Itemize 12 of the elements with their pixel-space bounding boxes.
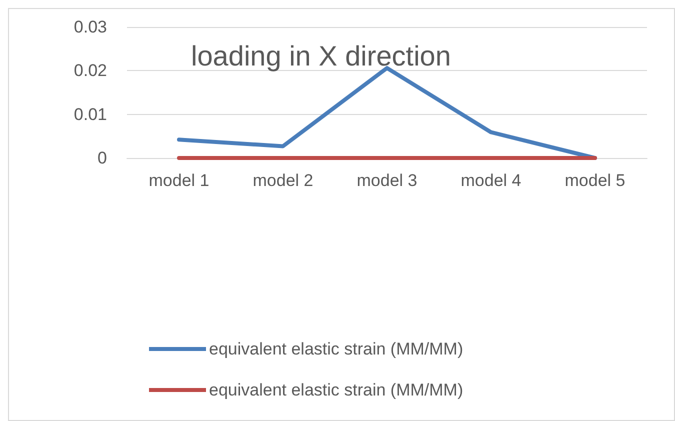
legend-label: equivalent elastic strain (MM/MM)	[209, 380, 464, 400]
x-tick-label: model 2	[252, 171, 314, 190]
x-tick-label: model 3	[356, 171, 418, 190]
y-tick-label: 0	[98, 148, 107, 168]
y-tick-label: 0.01	[74, 104, 107, 124]
y-tick-label: 0.02	[74, 61, 107, 80]
x-tick-label: model 4	[460, 171, 522, 190]
y-tick-label: 0.03	[74, 18, 107, 36]
x-tick-label: model 1	[148, 171, 210, 190]
x-tick-label: model 5	[564, 171, 626, 190]
legend-label: equivalent elastic strain (MM/MM)	[209, 340, 464, 358]
text: loading in X direction	[191, 40, 451, 72]
